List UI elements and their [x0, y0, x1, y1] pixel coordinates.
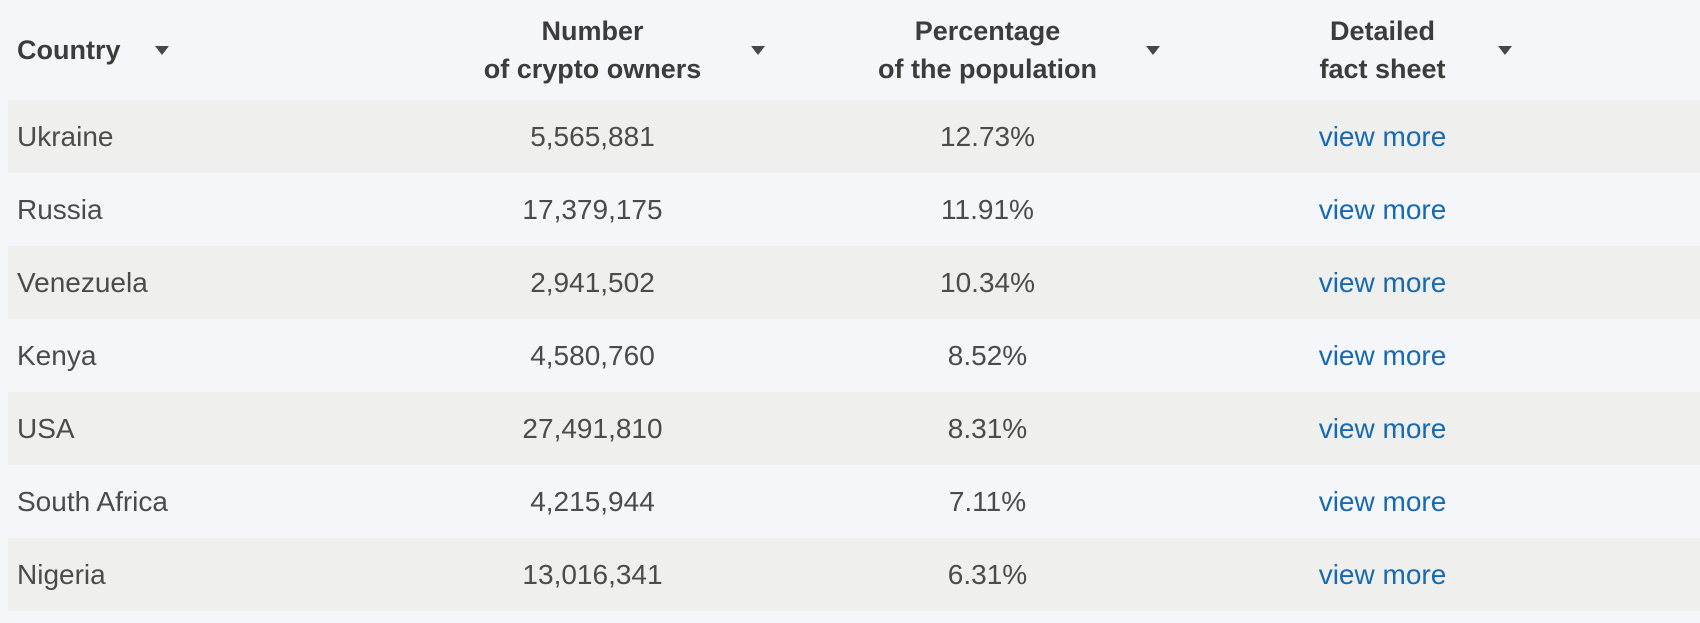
column-header-country-label: Country [17, 35, 121, 65]
table-row: Kenya 4,580,760 8.52% view more [8, 319, 1700, 392]
column-header-percentage-label: Percentage of the population [878, 16, 1097, 84]
country-cell: USA [17, 412, 75, 444]
table-row: Venezuela 2,941,502 10.34% view more [8, 246, 1700, 319]
percentage-cell: 11.91% [941, 193, 1034, 225]
owners-cell: 17,379,175 [522, 193, 663, 225]
owners-cell: 4,580,760 [530, 339, 655, 371]
owners-cell: 27,491,810 [522, 412, 663, 444]
column-header-factsheet-label: Detailed fact sheet [1319, 16, 1446, 84]
table-row: Nigeria 13,016,341 6.31% view more [8, 538, 1700, 611]
country-cell: Russia [17, 193, 103, 225]
owners-cell: 13,016,341 [522, 558, 663, 590]
view-more-link[interactable]: view more [1318, 193, 1447, 225]
table-row: USA 27,491,810 8.31% view more [8, 392, 1700, 465]
view-more-link[interactable]: view more [1318, 485, 1447, 517]
column-header-owners[interactable]: Number of crypto owners [395, 0, 790, 100]
table-row: Russia 17,379,175 11.91% view more [8, 173, 1700, 246]
column-header-owners-label: Number of crypto owners [483, 16, 702, 84]
country-cell: Nigeria [17, 558, 106, 590]
country-cell: Kenya [17, 339, 97, 371]
owners-cell: 5,565,881 [530, 120, 655, 152]
view-more-link[interactable]: view more [1318, 266, 1447, 298]
view-more-link[interactable]: view more [1318, 412, 1447, 444]
country-cell: Ukraine [17, 120, 114, 152]
country-cell: Venezuela [17, 266, 148, 298]
column-header-factsheet[interactable]: Detailed fact sheet [1185, 0, 1580, 100]
chevron-down-icon[interactable] [750, 46, 765, 55]
table-header-row: Country Number of crypto owners Percenta… [8, 0, 1700, 100]
crypto-owners-table: Country Number of crypto owners Percenta… [8, 0, 1700, 611]
owners-cell: 2,941,502 [530, 266, 655, 298]
percentage-cell: 8.52% [947, 339, 1028, 371]
country-cell: South Africa [17, 485, 168, 517]
table-body: Ukraine 5,565,881 12.73% view more Russi… [8, 100, 1700, 611]
view-more-link[interactable]: view more [1318, 120, 1447, 152]
percentage-cell: 6.31% [947, 558, 1028, 590]
table-row: South Africa 4,215,944 7.11% view more [8, 465, 1700, 538]
percentage-cell: 8.31% [947, 412, 1028, 444]
percentage-cell: 7.11% [948, 485, 1027, 517]
owners-cell: 4,215,944 [530, 485, 655, 517]
view-more-link[interactable]: view more [1318, 558, 1447, 590]
table-row: Ukraine 5,565,881 12.73% view more [8, 100, 1700, 173]
chevron-down-icon[interactable] [1145, 46, 1160, 55]
view-more-link[interactable]: view more [1318, 339, 1447, 371]
chevron-down-icon[interactable] [1497, 46, 1512, 55]
column-header-percentage[interactable]: Percentage of the population [790, 0, 1185, 100]
chevron-down-icon[interactable] [154, 45, 169, 55]
percentage-cell: 12.73% [940, 120, 1035, 152]
column-header-country[interactable]: Country [8, 0, 395, 100]
percentage-cell: 10.34% [940, 266, 1035, 298]
